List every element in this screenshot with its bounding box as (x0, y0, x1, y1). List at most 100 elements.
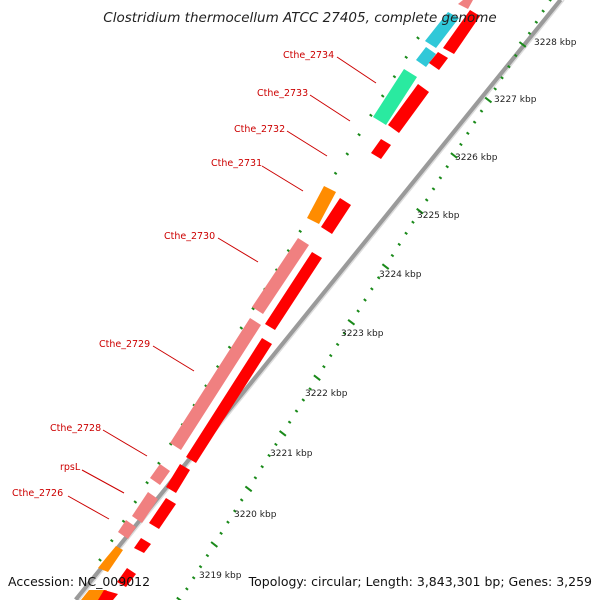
gene-red-2[interactable] (134, 538, 151, 553)
label-cthe-2734: Cthe_2734 (283, 50, 334, 61)
gene-cthe-2731[interactable] (307, 186, 336, 224)
major-tick (450, 152, 458, 159)
minor-tick (376, 276, 381, 280)
minor-tick (493, 87, 497, 91)
minor-tick (431, 187, 436, 191)
gene-cthe-2729[interactable] (170, 318, 261, 450)
gene-red-4[interactable] (166, 464, 190, 493)
gene-red-8[interactable] (371, 139, 391, 159)
minor-tick (274, 442, 278, 447)
map-title: Clostridium thermocellum ATCC 27405, com… (103, 10, 497, 26)
accession-text: Accession: NC_009012 (8, 574, 151, 589)
minor-tick (308, 387, 312, 391)
major-tick (244, 485, 253, 493)
scale-label-3220: 3220 kbp (234, 510, 277, 520)
minor-tick (392, 75, 397, 79)
minor-tick (110, 538, 114, 543)
minor-tick (185, 587, 189, 591)
minor-tick (479, 109, 484, 113)
major-tick (416, 207, 424, 215)
label-cthe-2733: Cthe_2733 (257, 88, 308, 99)
minor-tick (239, 326, 244, 330)
minor-tick (500, 76, 504, 80)
minor-tick (363, 298, 367, 302)
label-cthe-2729: Cthe_2729 (99, 339, 150, 350)
minor-tick (345, 152, 350, 156)
gene-red-1[interactable] (117, 568, 136, 587)
scale-labels: 3219 kbp 3220 kbp 3221 kbp 3222 kbp 3223… (199, 38, 577, 581)
label-cthe-2732: Cthe_2732 (234, 124, 285, 135)
minor-tick (390, 253, 395, 258)
gene-red-bottom[interactable] (98, 590, 118, 600)
minor-tick (333, 171, 338, 175)
minor-tick (397, 242, 402, 247)
minor-tick (513, 53, 518, 58)
major-tick (484, 96, 493, 104)
minor-tick (145, 480, 149, 485)
gene-red-5[interactable] (186, 338, 272, 463)
major-tick (518, 41, 527, 48)
gene-orange-lower[interactable] (98, 546, 123, 572)
minor-tick (342, 331, 347, 335)
scale-label-3222: 3222 kbp (305, 389, 348, 399)
leader-cthe-2733 (309, 94, 351, 122)
gene-cthe-2730[interactable] (252, 238, 309, 314)
minor-tick (287, 420, 292, 424)
gene-red-6[interactable] (265, 252, 322, 330)
gene-labels: Cthe_2726 rpsL Cthe_2728 Cthe_2729 Cthe_… (12, 50, 334, 499)
gene-cyan-lower[interactable] (416, 47, 436, 67)
minor-tick (157, 461, 161, 466)
major-tick (278, 430, 287, 437)
leader-cthe-2734 (336, 56, 377, 84)
topology-text: Topology: circular; Length: 3,843,301 bp… (248, 574, 592, 589)
minor-tick (253, 476, 258, 480)
scale-label-3228: 3228 kbp (534, 38, 577, 48)
gene-pink-top[interactable] (458, 0, 473, 9)
gene-rpsl[interactable] (132, 492, 158, 523)
minor-tick (357, 133, 361, 137)
leader-cthe-2726 (67, 495, 110, 520)
minor-tick (335, 342, 340, 347)
leader-rpsl (81, 469, 125, 494)
major-tick (381, 263, 390, 270)
minor-tick (294, 409, 299, 413)
minor-tick (438, 176, 443, 180)
gene-red-9[interactable] (388, 84, 429, 133)
label-rpsl: rpsL (60, 462, 81, 473)
minor-tick (369, 113, 373, 117)
gene-cthe-2734[interactable] (373, 69, 417, 125)
gene-red-3[interactable] (149, 498, 176, 529)
gene-cyan-upper[interactable] (425, 12, 459, 48)
minor-tick (328, 353, 333, 358)
scale-label-3219: 3219 kbp (199, 571, 242, 581)
minor-tick (121, 519, 126, 523)
major-tick (347, 319, 356, 326)
leader-cthe-2731 (261, 165, 304, 192)
gene-red-11[interactable] (443, 10, 480, 54)
minor-tick (168, 442, 173, 446)
scale-label-3223: 3223 kbp (341, 329, 384, 339)
minor-tick (541, 9, 545, 13)
minor-tick (226, 520, 230, 524)
minor-tick (472, 120, 477, 124)
minor-tick (133, 500, 138, 504)
minor-tick (233, 509, 237, 513)
gene-cthe-2728[interactable] (150, 464, 170, 485)
gene-red-7[interactable] (321, 198, 351, 234)
minor-tick (219, 531, 223, 536)
minor-tick (548, 0, 552, 2)
minor-tick (322, 364, 326, 369)
minor-tick (424, 198, 429, 202)
minor-tick (98, 558, 102, 562)
minor-tick (404, 55, 408, 60)
minor-tick (205, 553, 210, 558)
minor-tick (404, 231, 408, 235)
gene-red-10[interactable] (429, 52, 448, 70)
label-cthe-2731: Cthe_2731 (211, 158, 262, 169)
gene-cthe-2726[interactable] (118, 520, 136, 539)
leader-cthe-2732 (286, 130, 328, 157)
scale-label-3224: 3224 kbp (379, 270, 422, 280)
leader-cthe-2729 (152, 345, 195, 372)
outer-gene-track (81, 0, 473, 600)
